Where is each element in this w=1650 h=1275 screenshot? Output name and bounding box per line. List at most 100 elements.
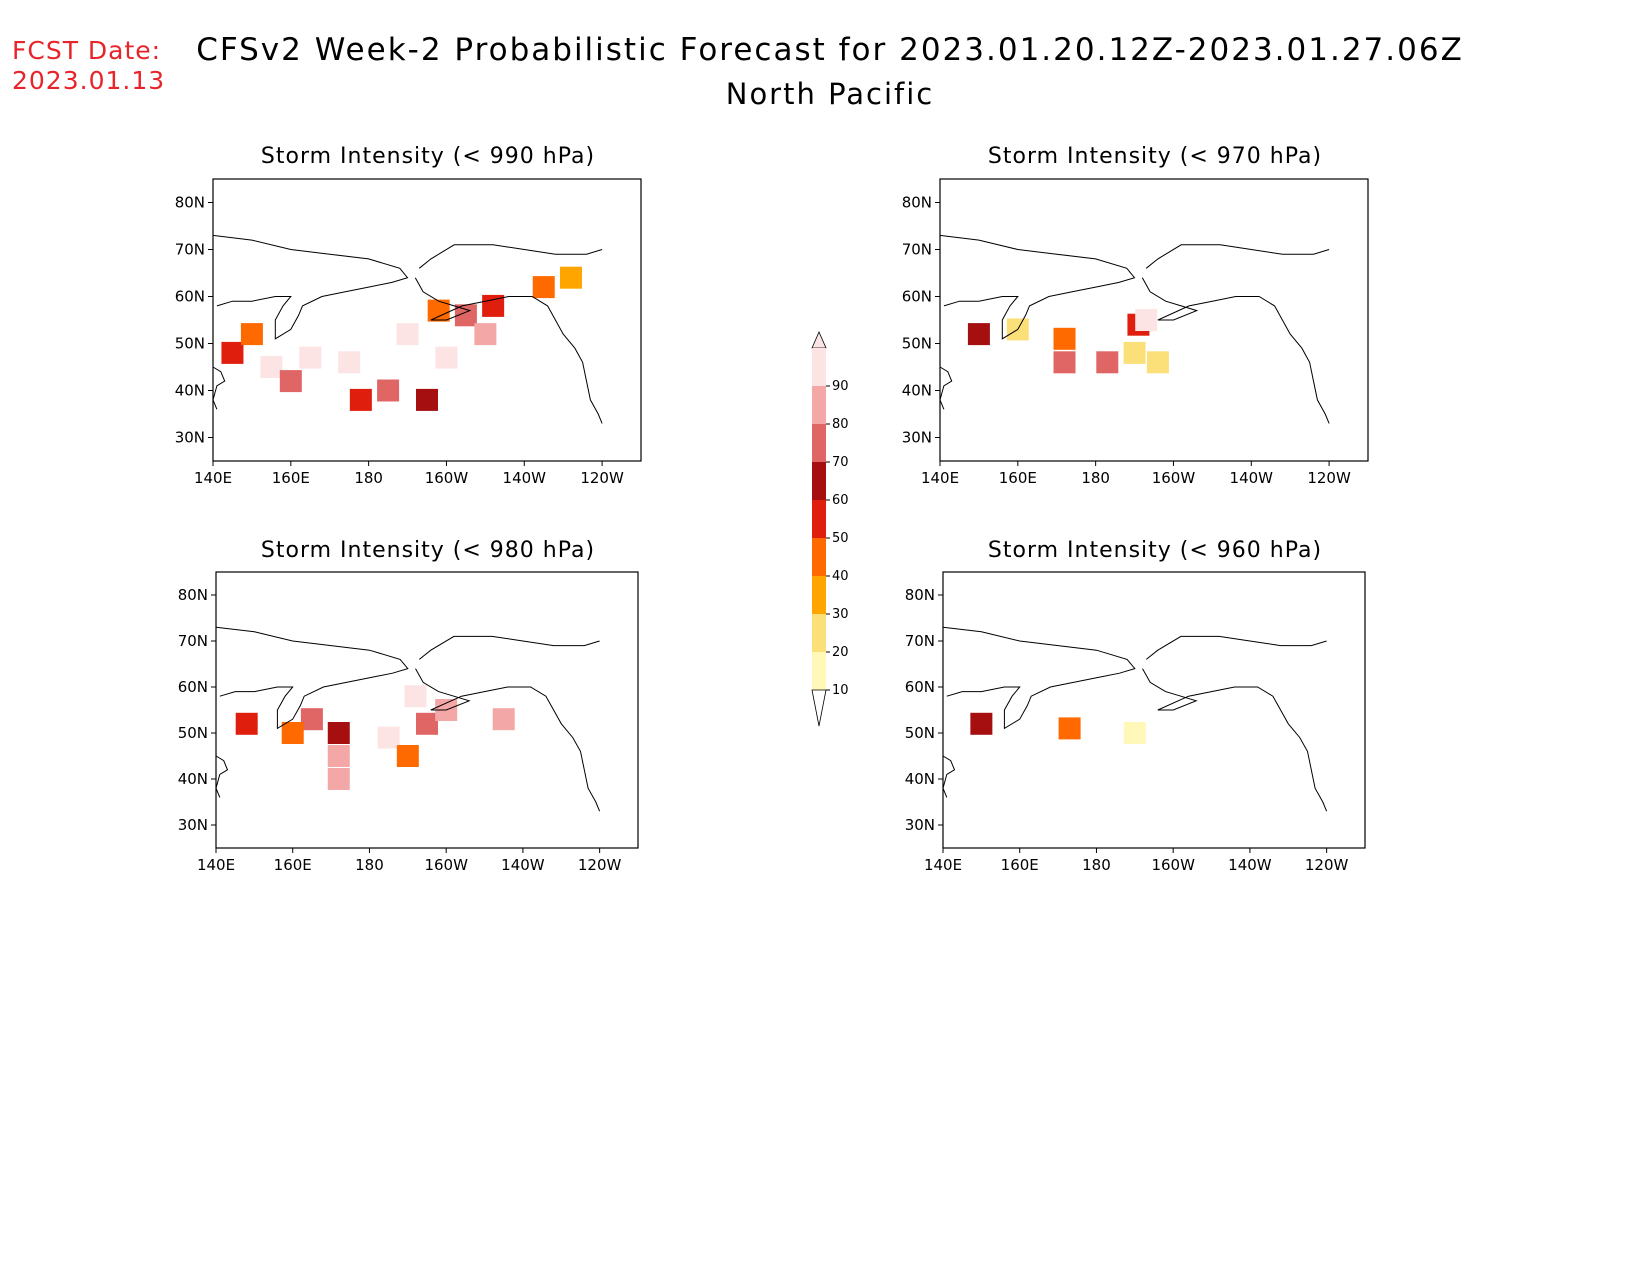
coastline-japan (942, 755, 956, 798)
colorbar-segment-4 (812, 500, 826, 538)
map-frame (215, 571, 639, 849)
probability-cells (235, 685, 515, 790)
lat-tick-label: 70N (902, 241, 932, 259)
colorbar-segment-0 (812, 348, 826, 386)
coastline-arctic (1145, 635, 1327, 660)
colorbar-label-20: 20 (832, 645, 849, 660)
coastline-japan (212, 366, 226, 410)
coastline-north-america (1141, 277, 1330, 424)
colorbar-label-60: 60 (832, 493, 849, 508)
probability-cell-14 (427, 299, 450, 322)
lat-tick-label: 30N (175, 429, 205, 447)
colorbar-label-50: 50 (832, 531, 849, 546)
lat-tick-label: 80N (175, 194, 205, 212)
probability-cells (967, 309, 1169, 374)
colorbar-label-70: 70 (832, 455, 849, 470)
map-panel-980: 140E 160E 180 160W 140W 120W 80N 70N 60N 50N 40N 30… (178, 571, 639, 874)
map-panel-970: 140E 160E 180 160W 140W 120W 80N 70N 60N 50N 40N 30… (902, 178, 1369, 487)
lon-tick-label: 140W (1228, 856, 1272, 874)
panel-title-970: Storm Intensity (< 970 hPa) (987, 144, 1323, 169)
lat-tick-label: 30N (902, 429, 932, 447)
lat-tick-label: 40N (905, 770, 935, 788)
lon-tick-label: 160W (424, 856, 468, 874)
probability-cell-6 (1146, 351, 1169, 374)
coastline-asia (942, 626, 1136, 730)
lon-tick-label: 120W (580, 469, 624, 487)
colorbar-label-30: 30 (832, 607, 849, 622)
lon-tick-label: 160W (1151, 856, 1195, 874)
lon-tick-label: 140W (501, 856, 545, 874)
lat-tick-label: 30N (178, 816, 208, 834)
lat-tick-label: 60N (905, 678, 935, 696)
lon-tick-label: 140E (924, 856, 962, 874)
colorbar-label-10: 10 (832, 683, 849, 698)
lon-tick-label: 140E (197, 856, 235, 874)
probability-cell-11 (349, 388, 372, 411)
map-frame (212, 178, 642, 462)
colorbar-segment-2 (812, 424, 826, 462)
lon-tick-label: 160W (425, 469, 469, 487)
lat-tick-label: 40N (178, 770, 208, 788)
lon-tick-label: 180 (355, 856, 384, 874)
probability-cell-3 (396, 323, 419, 346)
lat-tick-label: 50N (902, 335, 932, 353)
colorbar-label-80: 80 (832, 417, 849, 432)
lat-tick-label: 60N (175, 288, 205, 306)
probability-cell-0 (1053, 327, 1076, 350)
probability-cell-11 (235, 712, 258, 735)
coastline-japan (939, 366, 953, 410)
probability-cell-8 (474, 323, 497, 346)
probability-cell-1 (970, 712, 993, 735)
lat-tick-label: 70N (905, 632, 935, 650)
page-title: CFSv2 Week-2 Probabilistic Forecast for … (196, 32, 1464, 68)
map-frame (939, 178, 1369, 462)
lat-tick-label: 50N (178, 724, 208, 742)
colorbar-segment-8 (812, 652, 826, 690)
probability-cell-2 (327, 745, 350, 767)
colorbar-segment-3 (812, 462, 826, 500)
probability-cell-12 (416, 388, 438, 411)
lat-tick-label: 80N (178, 586, 208, 604)
colorbar-segment-1 (812, 386, 826, 424)
colorbar-segment-6 (812, 576, 826, 614)
lon-tick-label: 160E (272, 469, 310, 487)
lat-tick-label: 60N (902, 288, 932, 306)
forecast-date-value: 2023.01.13 (12, 66, 166, 95)
map-panel-960: 140E 160E 180 160W 140W 120W 80N 70N 60N 50N 40N 30… (905, 571, 1366, 874)
lat-tick-label: 60N (178, 678, 208, 696)
probability-cell-4 (435, 346, 458, 369)
probability-cell-10 (240, 323, 263, 346)
lat-tick-label: 80N (905, 586, 935, 604)
lon-tick-label: 180 (1081, 469, 1110, 487)
coastline-north-america (1142, 668, 1328, 812)
probability-cell-16 (559, 266, 582, 289)
colorbar-segment-7 (812, 614, 826, 652)
panel-title-980: Storm Intensity (< 980 hPa) (260, 538, 596, 563)
probability-cell-2 (1096, 351, 1119, 374)
lat-tick-label: 50N (905, 724, 935, 742)
lon-tick-label: 160E (274, 856, 312, 874)
probability-cell-2 (338, 351, 361, 374)
probability-cell-8 (492, 708, 515, 731)
probability-cell-7 (967, 323, 990, 346)
lon-tick-label: 180 (1082, 856, 1111, 874)
probability-cell-0 (1058, 717, 1081, 740)
lon-tick-label: 160W (1152, 469, 1196, 487)
colorbar-label-90: 90 (832, 379, 849, 394)
probability-cell-1 (1053, 351, 1076, 374)
probability-cell-6 (377, 379, 400, 402)
lat-tick-label: 80N (902, 194, 932, 212)
probability-cell-9 (281, 722, 304, 744)
coastline-arctic (418, 635, 600, 660)
forecast-date-block: FCST Date: 2023.01.13 (12, 36, 165, 96)
probability-cells (221, 266, 582, 411)
coastline-asia (212, 234, 409, 340)
lon-tick-label: 120W (1305, 856, 1349, 874)
lon-tick-label: 120W (578, 856, 622, 874)
lat-tick-label: 50N (175, 335, 205, 353)
probability-cell-3 (327, 768, 350, 790)
colorbar-segment-5 (812, 538, 826, 576)
lat-tick-label: 70N (178, 632, 208, 650)
colorbar-bottom-cap (811, 689, 827, 727)
probability-cell-4 (377, 726, 400, 749)
